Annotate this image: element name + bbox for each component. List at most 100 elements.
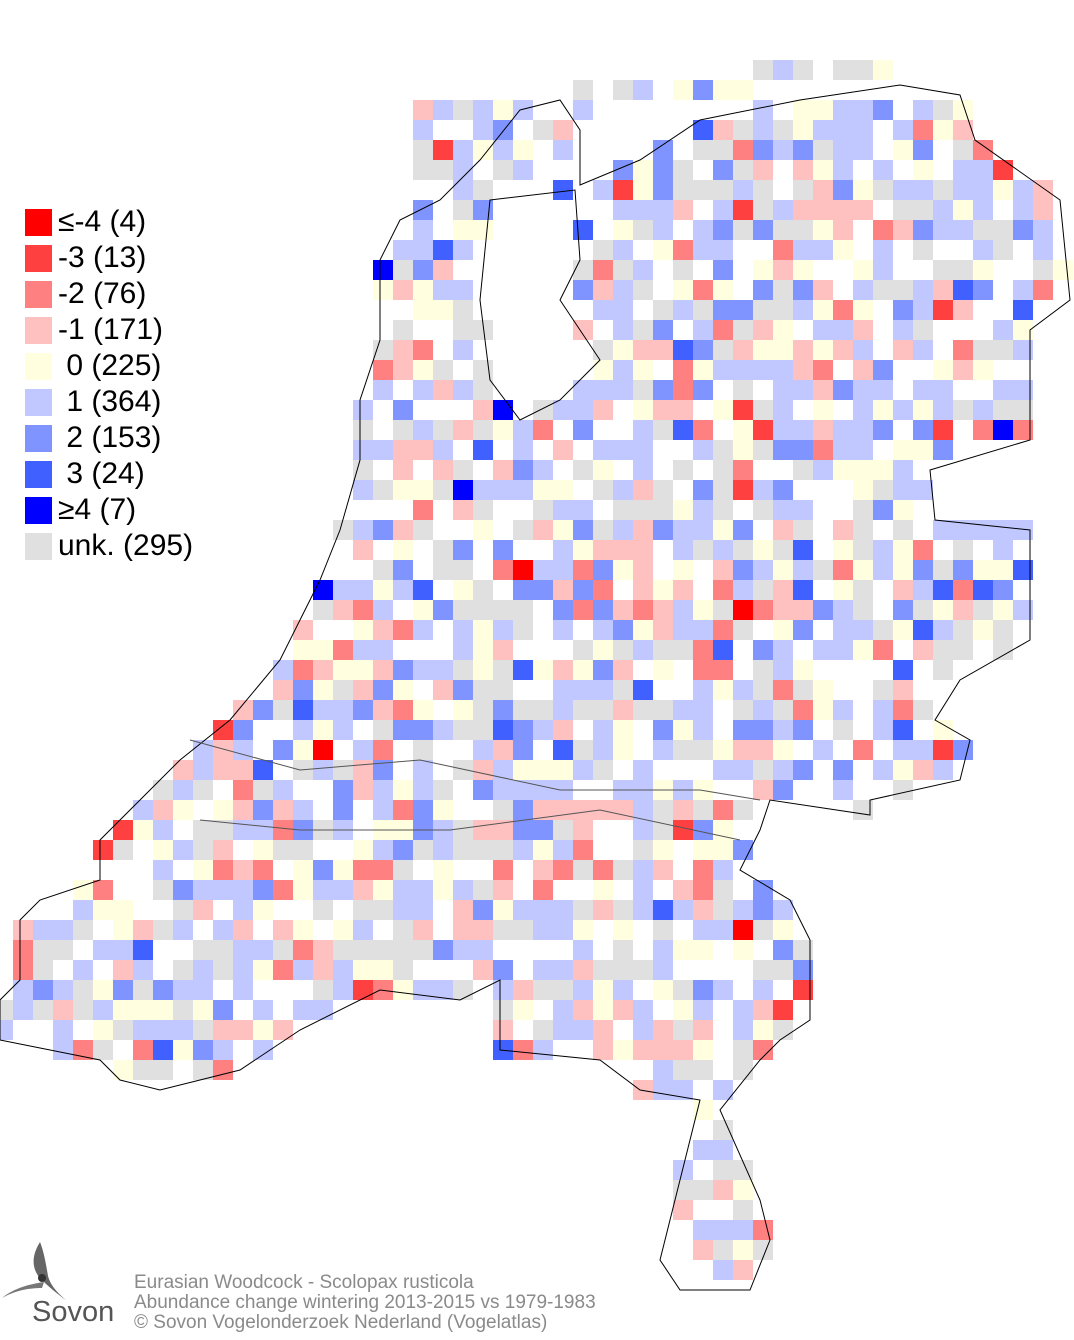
- grid-cell: [633, 440, 653, 460]
- grid-cell: [113, 840, 133, 860]
- grid-cell: [1033, 220, 1053, 240]
- grid-cell: [913, 300, 933, 320]
- grid-cell: [633, 800, 653, 820]
- grid-cell: [733, 420, 753, 440]
- grid-cell: [333, 640, 353, 660]
- grid-cell: [53, 920, 73, 940]
- grid-cell: [593, 300, 613, 320]
- grid-cell: [753, 780, 773, 800]
- grid-cell: [613, 940, 633, 960]
- grid-cell: [753, 640, 773, 660]
- grid-cell: [733, 680, 753, 700]
- grid-cell: [313, 760, 333, 780]
- grid-cell: [733, 1060, 753, 1080]
- grid-cell: [653, 740, 673, 760]
- grid-cell: [773, 1000, 793, 1020]
- grid-cell: [793, 700, 813, 720]
- grid-cell: [773, 120, 793, 140]
- grid-cell: [673, 340, 693, 360]
- legend-swatch: [25, 316, 52, 344]
- grid-cell: [33, 980, 53, 1000]
- grid-cell: [693, 520, 713, 540]
- grid-cell: [773, 300, 793, 320]
- grid-cell: [693, 940, 713, 960]
- grid-cell: [253, 800, 273, 820]
- grid-cell: [953, 560, 973, 580]
- grid-cell: [173, 900, 193, 920]
- grid-cell: [293, 800, 313, 820]
- grid-cell: [413, 300, 433, 320]
- grid-cell: [373, 940, 393, 960]
- grid-cell: [593, 800, 613, 820]
- grid-cell: [793, 560, 813, 580]
- grid-cell: [413, 440, 433, 460]
- grid-cell: [633, 200, 653, 220]
- grid-cell: [833, 460, 853, 480]
- grid-cell: [953, 620, 973, 640]
- grid-cell: [493, 960, 513, 980]
- grid-cell: [873, 460, 893, 480]
- grid-cell: [513, 840, 533, 860]
- grid-cell: [473, 820, 493, 840]
- grid-cell: [753, 700, 773, 720]
- grid-cell: [853, 560, 873, 580]
- grid-cell: [813, 740, 833, 760]
- grid-cell: [593, 980, 613, 1000]
- grid-cell: [553, 560, 573, 580]
- grid-cell: [693, 1020, 713, 1040]
- grid-cell: [653, 300, 673, 320]
- grid-cell: [153, 780, 173, 800]
- grid-cell: [433, 940, 453, 960]
- grid-cell: [253, 1020, 273, 1040]
- grid-cell: [933, 120, 953, 140]
- grid-cell: [813, 280, 833, 300]
- grid-cell: [653, 660, 673, 680]
- grid-cell: [913, 340, 933, 360]
- grid-cell: [573, 460, 593, 480]
- grid-cell: [433, 440, 453, 460]
- grid-cell: [533, 580, 553, 600]
- grid-cell: [593, 900, 613, 920]
- grid-cell: [493, 720, 513, 740]
- grid-cell: [933, 360, 953, 380]
- grid-cell: [753, 980, 773, 1000]
- grid-cell: [933, 760, 953, 780]
- grid-cell: [853, 440, 873, 460]
- grid-cell: [213, 1060, 233, 1080]
- grid-cell: [973, 560, 993, 580]
- grid-cell: [1013, 340, 1033, 360]
- grid-cell: [533, 760, 553, 780]
- grid-cell: [353, 740, 373, 760]
- grid-cell: [813, 420, 833, 440]
- grid-cell: [693, 1220, 713, 1240]
- grid-cell: [913, 320, 933, 340]
- grid-cell: [333, 940, 353, 960]
- grid-cell: [653, 340, 673, 360]
- grid-cell: [873, 620, 893, 640]
- grid-cell: [913, 140, 933, 160]
- grid-cell: [493, 560, 513, 580]
- grid-cell: [693, 1060, 713, 1080]
- grid-cell: [293, 1000, 313, 1020]
- grid-cell: [233, 700, 253, 720]
- grid-cell: [813, 140, 833, 160]
- grid-cell: [633, 1020, 653, 1040]
- grid-cell: [113, 820, 133, 840]
- grid-cell: [613, 1000, 633, 1020]
- grid-cell: [493, 900, 513, 920]
- grid-cell: [153, 920, 173, 940]
- grid-cell: [593, 880, 613, 900]
- grid-cell: [653, 860, 673, 880]
- grid-cell: [0, 1000, 13, 1020]
- grid-cell: [473, 940, 493, 960]
- legend-item: 0 (225): [25, 348, 193, 384]
- grid-cell: [793, 160, 813, 180]
- grid-cell: [373, 280, 393, 300]
- grid-cell: [513, 760, 533, 780]
- grid-cell: [773, 360, 793, 380]
- grid-cell: [293, 840, 313, 860]
- grid-cell: [553, 1020, 573, 1040]
- grid-cell: [153, 980, 173, 1000]
- grid-cell: [613, 800, 633, 820]
- grid-cell: [913, 740, 933, 760]
